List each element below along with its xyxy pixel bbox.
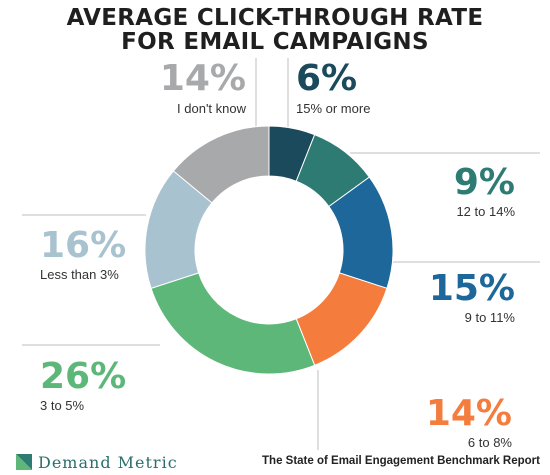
slice-category-label-1: 12 to 14% [456,204,515,219]
slice-value-label-5: 16% [40,225,126,266]
chart-title-line-1: AVERAGE CLICK-THROUGH RATE [66,5,484,31]
slice-value-label-4: 26% [40,356,126,397]
brand-logo: Demand Metric [16,452,178,472]
slice-category-label-6: I don't know [177,101,247,116]
slice-value-label-1: 9% [454,162,515,203]
slice-3 [295,272,388,366]
slice-category-label-4: 3 to 5% [40,398,85,413]
slice-value-label-0: 6% [296,58,357,99]
donut-slices [144,125,394,375]
slice-value-label-2: 15% [429,268,515,309]
chart-title-line-2: FOR EMAIL CAMPAIGNS [121,29,429,55]
slice-value-label-6: 14% [160,58,246,99]
slice-category-label-0: 15% or more [296,101,370,116]
leader-lines [22,58,540,450]
slice-category-label-2: 9 to 11% [465,310,516,325]
slice-category-label-5: Less than 3% [40,267,119,282]
slice-category-label-3: 6 to 8% [468,435,513,450]
slice-value-label-3: 14% [426,393,512,434]
logo-mark-icon [16,454,32,470]
source-note: The State of Email Engagement Benchmark … [262,455,540,467]
slice-4 [150,272,316,375]
chart-title: AVERAGE CLICK-THROUGH RATE FOR EMAIL CAM… [0,6,550,54]
brand-name: Demand Metric [38,452,178,472]
slice-6 [172,125,270,204]
